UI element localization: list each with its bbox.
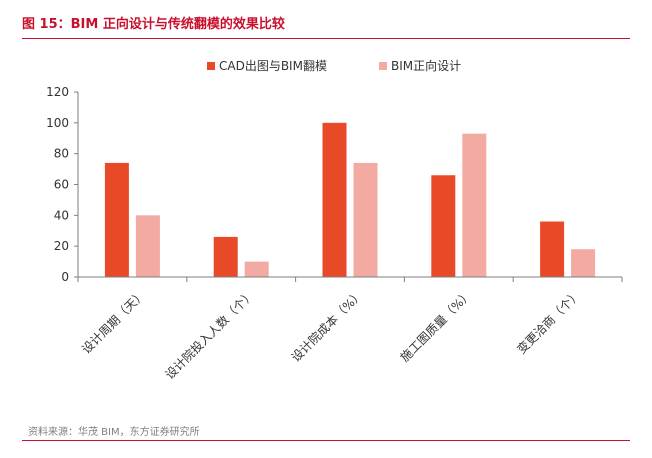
x-axis: 设计周期（天） 设计院投入人数（个） 设计院成本（%） 施工图质量（%） 变更洽商（个） — [77, 276, 623, 382]
y-tick-label: 0 — [61, 270, 69, 284]
bar-series2-2 — [244, 261, 269, 277]
legend-swatch-2 — [379, 62, 387, 70]
y-tick-label: 20 — [54, 239, 69, 253]
y-tick-label: 40 — [54, 208, 69, 222]
bar-series1-5 — [540, 221, 565, 277]
bar-series1-2 — [213, 236, 238, 277]
y-tick-label: 100 — [46, 116, 69, 130]
title-divider — [22, 38, 630, 39]
legend-label-2: BIM正向设计 — [391, 58, 461, 73]
x-category-label-5: 变更洽商（个） — [514, 287, 584, 357]
x-category-label-3: 设计院成本（%） — [289, 287, 366, 364]
bar-series1-4 — [431, 175, 456, 277]
legend-swatch-1 — [207, 62, 215, 70]
source-note: 资料来源：华茂 BIM，东方证券研究所 — [28, 427, 200, 438]
chart-title: 图 15：BIM 正向设计与传统翻模的效果比较 — [22, 17, 285, 32]
y-tick-label: 80 — [54, 147, 69, 161]
bar-series2-3 — [353, 162, 378, 277]
legend-label-1: CAD出图与BIM翻模 — [219, 59, 327, 73]
bar-series2-1 — [135, 215, 160, 277]
x-category-label-4: 施工图质量（%） — [398, 287, 475, 364]
bars — [104, 122, 596, 277]
x-category-label-1: 设计周期（天） — [79, 287, 148, 356]
bar-series2-5 — [571, 249, 596, 277]
bar-series2-4 — [462, 133, 487, 277]
y-tick-label: 60 — [54, 178, 69, 192]
bar-series1-1 — [104, 162, 129, 277]
legend: CAD出图与BIM翻模 BIM正向设计 — [207, 58, 461, 73]
footer-divider — [22, 440, 630, 441]
bar-series1-3 — [322, 122, 347, 277]
x-category-label-2: 设计院投入人数（个） — [162, 287, 257, 382]
y-tick-label: 120 — [46, 85, 69, 99]
y-axis: 0 20 40 60 80 100 120 — [46, 85, 79, 284]
